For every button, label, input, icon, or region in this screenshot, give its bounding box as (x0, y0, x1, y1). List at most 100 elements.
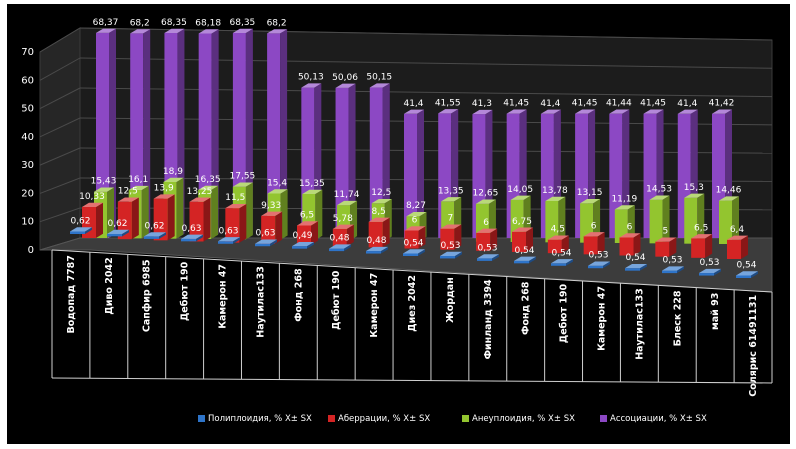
bar-front (691, 238, 706, 258)
bar-side (280, 189, 288, 240)
bar-top (369, 83, 390, 88)
bar-top (261, 211, 283, 216)
bar-top (510, 195, 531, 200)
bar-side (348, 83, 356, 239)
bar-top (297, 221, 318, 226)
bar-side (141, 185, 149, 239)
bar-side (233, 237, 240, 244)
data-label: 68,35 (161, 18, 187, 28)
data-label: 13,78 (542, 186, 568, 196)
bar-top (440, 224, 462, 229)
bar-side (705, 234, 713, 258)
side-gridline (39, 117, 81, 138)
data-label: 0,54 (514, 246, 534, 256)
bar-front (545, 200, 559, 243)
bar (662, 266, 684, 274)
data-label: 15,35 (299, 179, 325, 189)
bar-top (332, 224, 354, 229)
bar-top (441, 197, 462, 202)
y-tick-label: 70 (21, 47, 34, 58)
side-gridline (39, 87, 81, 110)
bar (404, 109, 424, 238)
bar-side (203, 197, 211, 242)
data-label: 12,5 (118, 187, 138, 197)
bar (512, 227, 533, 252)
bar-top (691, 234, 713, 239)
data-label: 6,5 (694, 223, 708, 233)
category-label: Финланд 3394 (483, 279, 494, 359)
bar-front (662, 270, 677, 274)
bar (297, 221, 318, 245)
side-gridline (39, 27, 81, 53)
bar-top (540, 109, 561, 114)
legend-label: Анеуплоидия, % X± SX (472, 414, 575, 424)
bar-top (301, 83, 322, 88)
bar-side (741, 235, 748, 259)
bar-front (335, 87, 349, 238)
bar-side (346, 224, 354, 247)
bar-side (529, 256, 536, 264)
data-label: 41,4 (540, 99, 560, 109)
bar (551, 259, 573, 266)
data-label: 0,53 (699, 258, 719, 268)
bar-top (619, 233, 641, 238)
bar-side (85, 227, 92, 234)
bar-side (732, 196, 739, 244)
bar-side (558, 196, 566, 243)
bar-top (82, 202, 103, 208)
bar-side (131, 197, 139, 240)
bar-side (669, 237, 677, 257)
data-label: 0,49 (292, 231, 312, 241)
category-label: Камерон 47 (596, 286, 607, 351)
category-label: Камерон 47 (369, 273, 380, 338)
data-label: 0,53 (662, 256, 682, 266)
category-label: Дебют 190 (331, 270, 342, 330)
data-label: 6,75 (512, 217, 532, 227)
bar-top (649, 195, 670, 200)
data-label: 14,53 (646, 185, 672, 195)
bar-top (107, 229, 129, 234)
bar-side (280, 29, 288, 239)
legend-label: Полиплоидия, % X± SX (208, 414, 312, 424)
bar (255, 239, 277, 247)
data-label: 15,3 (684, 183, 704, 193)
y-tick-label: 20 (21, 188, 34, 199)
bar-side (417, 109, 424, 238)
bar-front (588, 265, 603, 269)
bar-side (677, 266, 684, 274)
category-label: Солярис 61491131 (748, 295, 759, 397)
bar-front (514, 260, 529, 264)
bar-side (603, 261, 610, 269)
bar (477, 254, 499, 261)
data-label: 41,45 (503, 99, 529, 109)
bar-front (189, 201, 204, 242)
bar (619, 233, 641, 256)
bar-top (117, 197, 139, 202)
data-label: 68,2 (267, 18, 287, 28)
data-label: 0,53 (440, 241, 460, 251)
bar (691, 234, 713, 258)
bar-front (619, 237, 634, 256)
bar-front (255, 243, 270, 247)
data-label: 5 (662, 227, 668, 237)
data-label: 0,54 (551, 248, 571, 258)
bar (225, 203, 247, 243)
bar-top (614, 205, 635, 210)
category-strip-bottom (51, 377, 773, 384)
bar-top (609, 109, 630, 114)
bar (440, 251, 462, 259)
bar (655, 237, 677, 257)
data-label: 0,54 (736, 261, 756, 271)
bar-top (625, 263, 647, 269)
category-label: май 93 (710, 293, 721, 330)
bar (332, 224, 354, 247)
bar-side (122, 229, 129, 237)
bar-top (164, 28, 185, 33)
bar-side (245, 182, 253, 240)
bar-top (547, 235, 569, 240)
bar-side (662, 195, 670, 244)
category-label: Сапфир 6985 (142, 260, 153, 333)
y-tick-label: 60 (21, 75, 34, 86)
data-label: 11,74 (334, 190, 360, 200)
data-label: 50,06 (332, 73, 358, 83)
